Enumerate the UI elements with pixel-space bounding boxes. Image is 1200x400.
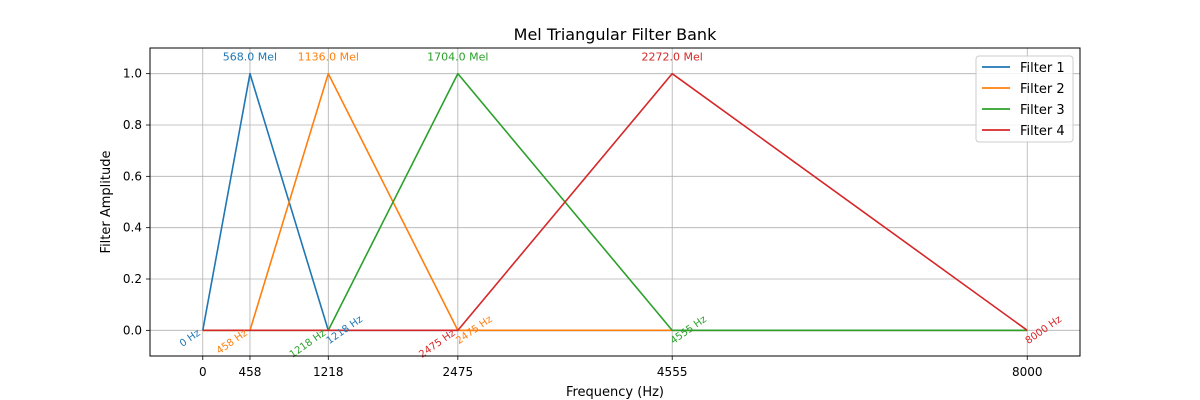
chart-title: Mel Triangular Filter Bank [514,25,717,44]
x-tick-label: 0 [199,365,207,379]
y-tick-label: 0.6 [123,169,142,183]
y-tick-label: 0.8 [123,118,142,132]
x-tick-label: 1218 [313,365,344,379]
x-tick-label: 458 [239,365,262,379]
x-tick-label: 4555 [657,365,688,379]
peak-label: 2272.0 Mel [642,51,703,64]
legend-box [975,55,1074,143]
x-tick-label: 8000 [1012,365,1043,379]
peak-label: 1704.0 Mel [427,51,488,64]
x-axis-label: Frequency (Hz) [566,385,664,400]
x-tick-label: 2475 [443,365,474,379]
y-tick-label: 0.2 [123,272,142,286]
peak-label: 568.0 Mel [223,51,277,64]
axes-frame [149,47,1081,357]
y-axis-label: Filter Amplitude [99,151,114,254]
legend-label-filter-4: Filter 4 [1020,124,1065,139]
legend-label-filter-2: Filter 2 [1020,82,1065,97]
series-line-filter-4 [202,72,1028,332]
legend-label-filter-3: Filter 3 [1020,103,1065,118]
y-tick-label: 0.4 [123,221,142,235]
peak-label: 1136.0 Mel [298,51,359,64]
y-tick-label: 1.0 [123,67,142,81]
legend-label-filter-1: Filter 1 [1020,61,1065,76]
y-tick-label: 0.0 [123,323,142,337]
